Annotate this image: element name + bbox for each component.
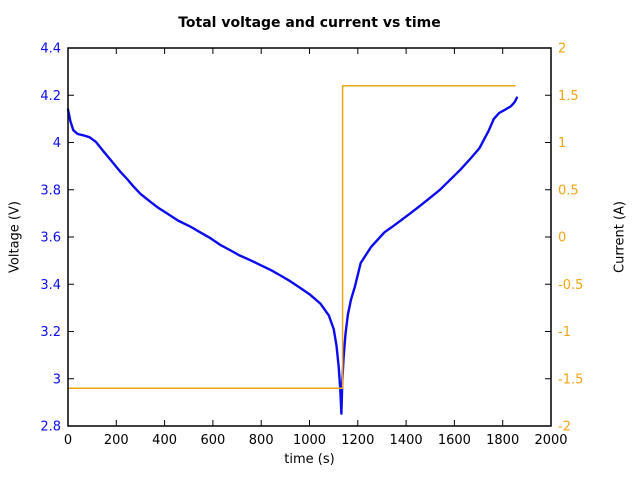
right-y-axis-label: Current (A)	[612, 201, 628, 273]
voltage-line	[66, 96, 519, 415]
x-tick-label: 1800	[486, 433, 519, 448]
y-left-tick-label: 2.8	[40, 420, 61, 435]
x-tick-label: 400	[152, 433, 177, 448]
left-y-axis-label: Voltage (V)	[7, 201, 23, 273]
x-axis-label: time (s)	[284, 452, 335, 467]
y-right-tick-label: 0.5	[558, 183, 579, 198]
x-tick-label: 800	[249, 433, 274, 448]
x-tick-label: 1600	[438, 433, 471, 448]
y-right-tick-label: 0	[558, 231, 566, 246]
chart-title: Total voltage and current vs time	[178, 15, 441, 31]
y-left-tick-label: 3.2	[40, 325, 61, 340]
y-left-tick-label: 3.8	[40, 183, 61, 198]
y-right-tick-label: -0.5	[558, 278, 583, 293]
y-left-tick-label: 4	[53, 136, 61, 151]
y-right-tick-label: -1	[558, 325, 571, 340]
x-tick-label: 600	[200, 433, 225, 448]
y-left-tick-label: 4.2	[40, 89, 61, 104]
x-tick-label: 1400	[390, 433, 423, 448]
y-right-tick-label: -1.5	[558, 372, 583, 387]
y-right-tick-label: 1	[558, 136, 566, 151]
y-right-tick-label: 2	[558, 42, 566, 57]
x-tick-label: 0	[64, 433, 72, 448]
x-tick-label: 1000	[293, 433, 326, 448]
y-right-tick-label: 1.5	[558, 89, 579, 104]
x-tick-label: 2000	[534, 433, 567, 448]
y-left-tick-label: 4.4	[40, 42, 61, 57]
y-right-tick-label: -2	[558, 420, 571, 435]
y-left-tick-label: 3.4	[40, 278, 61, 293]
plot-border	[67, 47, 552, 427]
current-line	[67, 85, 516, 389]
y-left-tick-label: 3.6	[40, 231, 61, 246]
x-tick-label: 200	[104, 433, 129, 448]
x-tick-label: 1200	[341, 433, 374, 448]
y-left-tick-label: 3	[53, 372, 61, 387]
